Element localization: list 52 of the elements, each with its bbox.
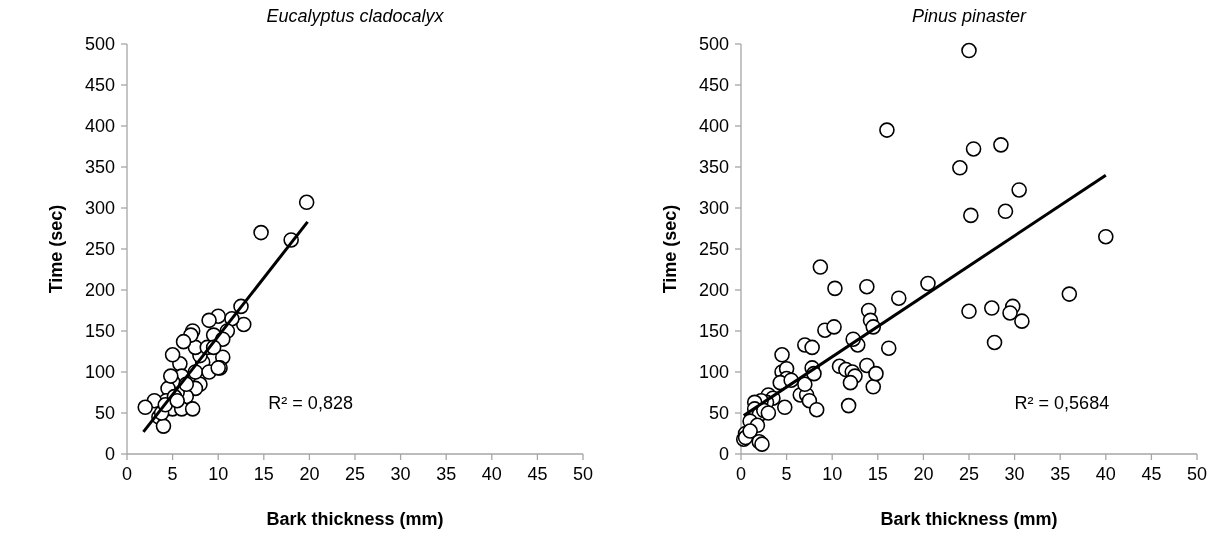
x-tick-label: 40	[1095, 464, 1116, 484]
y-tick-label: 150	[84, 321, 115, 342]
y-tick-label: 300	[698, 198, 729, 219]
x-tick-label: 10	[208, 464, 229, 484]
y-tick-label: 400	[84, 116, 115, 137]
x-tick-label: 45	[1141, 464, 1162, 484]
y-tick-label: 500	[698, 34, 729, 55]
y-tick-label: 400	[698, 116, 729, 137]
annotation: R² = 0,5684	[1014, 392, 1110, 413]
x-tick-label: 25	[958, 464, 980, 484]
y-tick-label: 500	[84, 34, 115, 55]
x-tick-label: 15	[867, 464, 888, 484]
x-tick-label: 50	[1186, 464, 1208, 484]
y-tick-label: 300	[84, 198, 115, 219]
chart-title: Pinus pinaster	[911, 6, 1028, 26]
y-tick-label: 450	[84, 75, 115, 96]
y-tick-label: 0	[718, 444, 729, 465]
y-tick-label: 350	[698, 157, 729, 178]
y-tick-label: 450	[698, 75, 729, 96]
y-axis-title: Time (sec)	[46, 204, 66, 294]
y-tick-label: 100	[84, 362, 115, 383]
y-tick-label: 250	[84, 239, 115, 260]
chart-title: Eucalyptus cladocalyx	[266, 6, 445, 26]
x-tick-label: 0	[121, 464, 133, 484]
x-tick-label: 30	[390, 464, 411, 484]
x-axis-title: Bark thickness (mm)	[880, 509, 1058, 529]
x-tick-label: 0	[735, 464, 747, 484]
y-tick-label: 150	[698, 321, 729, 342]
y-tick-label: 50	[94, 403, 115, 424]
y-tick-label: 50	[708, 403, 729, 424]
x-tick-label: 25	[344, 464, 366, 484]
x-tick-label: 5	[781, 464, 792, 484]
x-tick-label: 20	[913, 464, 934, 484]
annotation: R² = 0,828	[268, 392, 353, 413]
x-tick-label: 20	[299, 464, 320, 484]
x-tick-label: 35	[436, 464, 457, 484]
x-tick-label: 45	[527, 464, 548, 484]
y-tick-label: 200	[84, 280, 115, 301]
x-tick-label: 50	[572, 464, 594, 484]
x-axis-title: Bark thickness (mm)	[266, 509, 444, 529]
y-axis-title: Time (sec)	[660, 204, 680, 294]
y-tick-label: 100	[698, 362, 729, 383]
x-tick-label: 15	[253, 464, 274, 484]
y-tick-label: 200	[698, 280, 729, 301]
x-tick-label: 30	[1004, 464, 1025, 484]
y-tick-label: 0	[104, 444, 115, 465]
x-tick-label: 10	[822, 464, 843, 484]
x-tick-label: 40	[481, 464, 502, 484]
y-tick-label: 350	[84, 157, 115, 178]
x-tick-label: 5	[167, 464, 178, 484]
x-tick-label: 35	[1050, 464, 1071, 484]
y-tick-label: 250	[698, 239, 729, 260]
